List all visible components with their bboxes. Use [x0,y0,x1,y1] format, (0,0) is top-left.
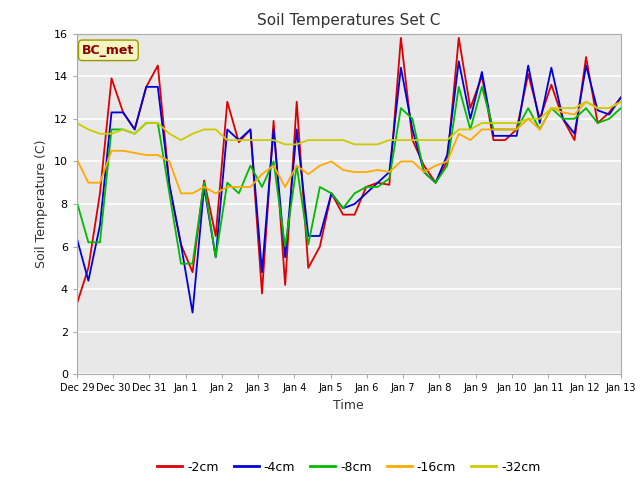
X-axis label: Time: Time [333,399,364,412]
Legend: -2cm, -4cm, -8cm, -16cm, -32cm: -2cm, -4cm, -8cm, -16cm, -32cm [152,456,545,479]
Text: BC_met: BC_met [82,44,134,57]
Title: Soil Temperatures Set C: Soil Temperatures Set C [257,13,440,28]
Y-axis label: Soil Temperature (C): Soil Temperature (C) [35,140,48,268]
